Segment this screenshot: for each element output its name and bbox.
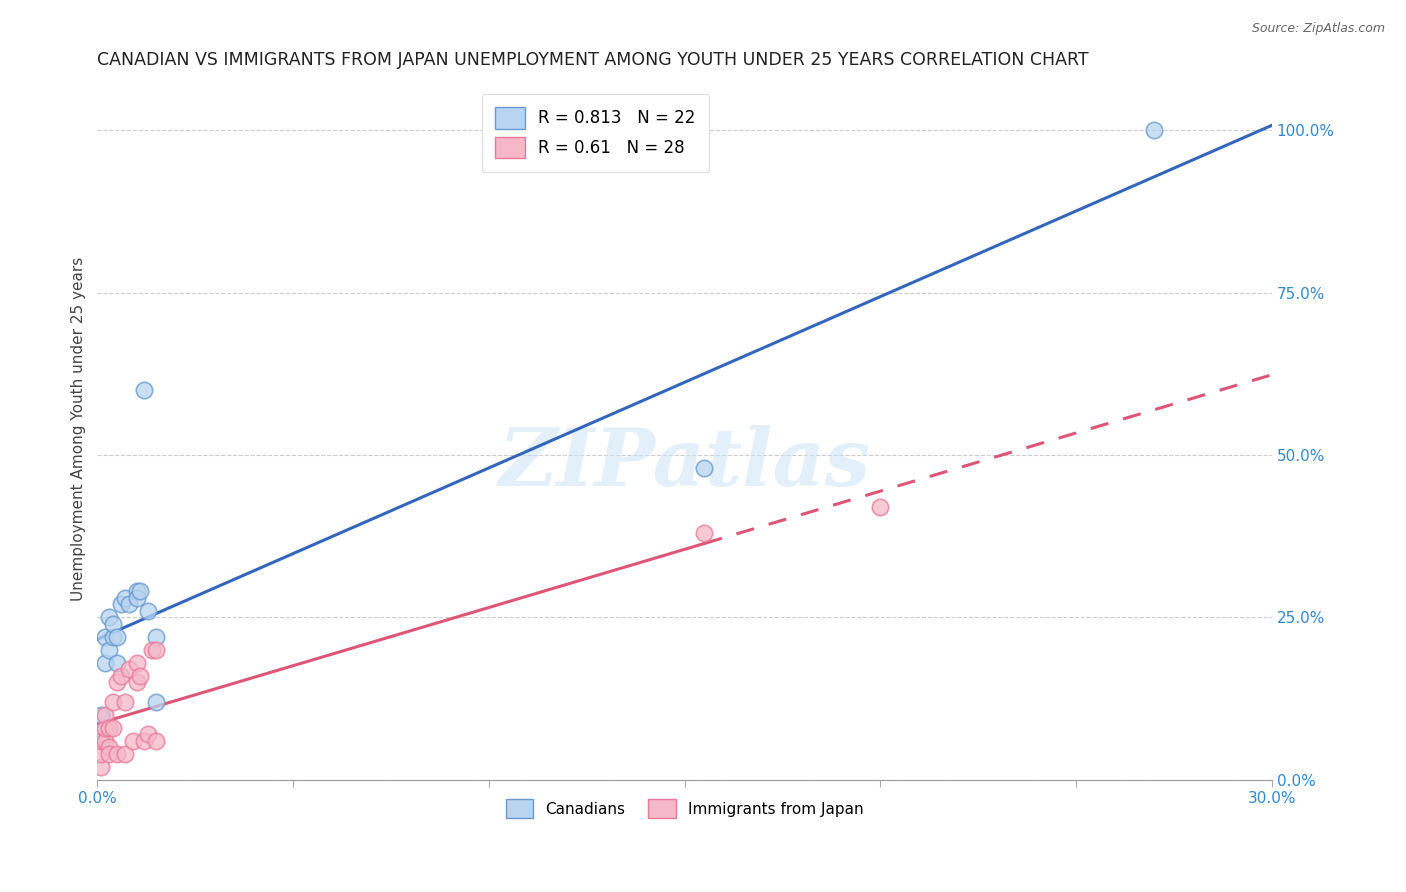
Point xyxy=(101,616,124,631)
Point xyxy=(141,642,163,657)
Point xyxy=(105,656,128,670)
Point xyxy=(105,747,128,761)
Point xyxy=(101,630,124,644)
Point xyxy=(125,675,148,690)
Text: CANADIAN VS IMMIGRANTS FROM JAPAN UNEMPLOYMENT AMONG YOUTH UNDER 25 YEARS CORREL: CANADIAN VS IMMIGRANTS FROM JAPAN UNEMPL… xyxy=(97,51,1090,69)
Text: Source: ZipAtlas.com: Source: ZipAtlas.com xyxy=(1251,22,1385,36)
Point xyxy=(98,610,121,624)
Point xyxy=(121,733,143,747)
Point xyxy=(90,707,112,722)
Point xyxy=(98,747,121,761)
Point xyxy=(90,727,112,741)
Point xyxy=(145,630,167,644)
Point xyxy=(105,630,128,644)
Point xyxy=(134,383,156,397)
Point xyxy=(136,604,159,618)
Point xyxy=(101,721,124,735)
Point xyxy=(114,695,136,709)
Point xyxy=(125,591,148,605)
Point xyxy=(145,695,167,709)
Point xyxy=(129,669,152,683)
Point xyxy=(118,598,141,612)
Legend: Canadians, Immigrants from Japan: Canadians, Immigrants from Japan xyxy=(499,793,870,824)
Point xyxy=(90,733,112,747)
Point xyxy=(693,461,716,475)
Point xyxy=(110,669,132,683)
Point xyxy=(90,747,112,761)
Point xyxy=(98,721,121,735)
Point xyxy=(136,727,159,741)
Point xyxy=(145,733,167,747)
Point xyxy=(134,733,156,747)
Point xyxy=(693,525,716,540)
Point xyxy=(125,656,148,670)
Point xyxy=(105,675,128,690)
Point xyxy=(114,747,136,761)
Point xyxy=(98,642,121,657)
Point xyxy=(90,759,112,773)
Point xyxy=(94,707,117,722)
Point xyxy=(1143,123,1166,137)
Point xyxy=(94,630,117,644)
Point xyxy=(129,584,152,599)
Text: ZIPatlas: ZIPatlas xyxy=(499,425,870,503)
Point xyxy=(145,642,167,657)
Point xyxy=(94,733,117,747)
Point xyxy=(101,695,124,709)
Y-axis label: Unemployment Among Youth under 25 years: Unemployment Among Youth under 25 years xyxy=(72,257,86,601)
Point xyxy=(125,584,148,599)
Point xyxy=(118,662,141,676)
Point xyxy=(110,598,132,612)
Point xyxy=(869,500,891,514)
Point xyxy=(94,721,117,735)
Point xyxy=(94,656,117,670)
Point xyxy=(98,740,121,755)
Point xyxy=(114,591,136,605)
